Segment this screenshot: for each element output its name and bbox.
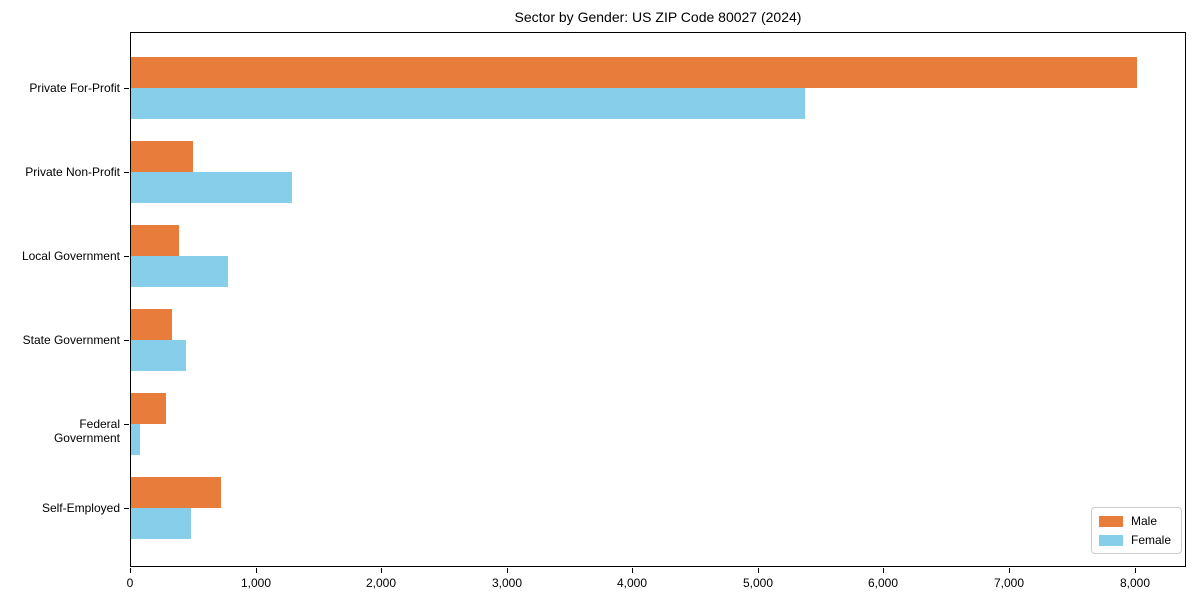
x-axis-label: 5,000 bbox=[742, 576, 774, 590]
bar-male-6 bbox=[131, 477, 221, 508]
y-axis-label: Local Government bbox=[21, 249, 120, 263]
x-tick-mark bbox=[1009, 568, 1010, 573]
legend: Male Female bbox=[1091, 507, 1182, 554]
bar-male-3 bbox=[131, 225, 179, 256]
legend-entry-male: Male bbox=[1099, 514, 1174, 528]
x-axis-label: 1,000 bbox=[240, 576, 272, 590]
legend-entry-female: Female bbox=[1099, 533, 1174, 547]
y-tick-mark bbox=[124, 424, 129, 425]
x-axis-label: 0 bbox=[126, 576, 134, 590]
x-axis-label: 4,000 bbox=[616, 576, 648, 590]
legend-label: Male bbox=[1131, 514, 1158, 528]
bar-female-2 bbox=[131, 172, 292, 203]
y-tick-mark bbox=[124, 172, 129, 173]
y-tick-mark bbox=[124, 340, 129, 341]
y-tick-mark bbox=[124, 508, 129, 509]
x-axis-label: 3,000 bbox=[491, 576, 523, 590]
bar-female-4 bbox=[131, 340, 186, 371]
y-axis-label: Federal Government bbox=[53, 417, 120, 445]
x-axis-label: 8,000 bbox=[1119, 576, 1151, 590]
x-axis-label: 2,000 bbox=[365, 576, 397, 590]
x-tick-mark bbox=[381, 568, 382, 573]
plot-area bbox=[130, 32, 1186, 567]
y-axis-label: Self-Employed bbox=[41, 501, 120, 515]
y-tick-mark bbox=[124, 256, 129, 257]
legend-swatch-female bbox=[1099, 534, 1123, 546]
x-tick-mark bbox=[758, 568, 759, 573]
bar-female-3 bbox=[131, 256, 228, 287]
x-axis-label: 7,000 bbox=[993, 576, 1025, 590]
bar-female-6 bbox=[131, 508, 191, 539]
bar-female-5 bbox=[131, 424, 140, 455]
x-tick-mark bbox=[507, 568, 508, 573]
x-tick-mark bbox=[1135, 568, 1136, 573]
bar-male-2 bbox=[131, 141, 193, 172]
bar-female-1 bbox=[131, 88, 805, 119]
y-tick-mark bbox=[124, 88, 129, 89]
x-tick-mark bbox=[883, 568, 884, 573]
bar-male-5 bbox=[131, 393, 166, 424]
y-axis-label: State Government bbox=[22, 333, 120, 347]
x-tick-mark bbox=[130, 568, 131, 573]
x-tick-mark bbox=[256, 568, 257, 573]
chart-title: Sector by Gender: US ZIP Code 80027 (202… bbox=[514, 9, 802, 25]
legend-swatch-male bbox=[1099, 515, 1123, 527]
y-axis-label: Private Non-Profit bbox=[25, 165, 120, 179]
bar-male-1 bbox=[131, 57, 1137, 88]
x-tick-mark bbox=[632, 568, 633, 573]
bar-male-4 bbox=[131, 309, 172, 340]
y-axis-label: Private For-Profit bbox=[29, 81, 120, 95]
legend-label: Female bbox=[1131, 533, 1172, 547]
x-axis-label: 6,000 bbox=[867, 576, 899, 590]
